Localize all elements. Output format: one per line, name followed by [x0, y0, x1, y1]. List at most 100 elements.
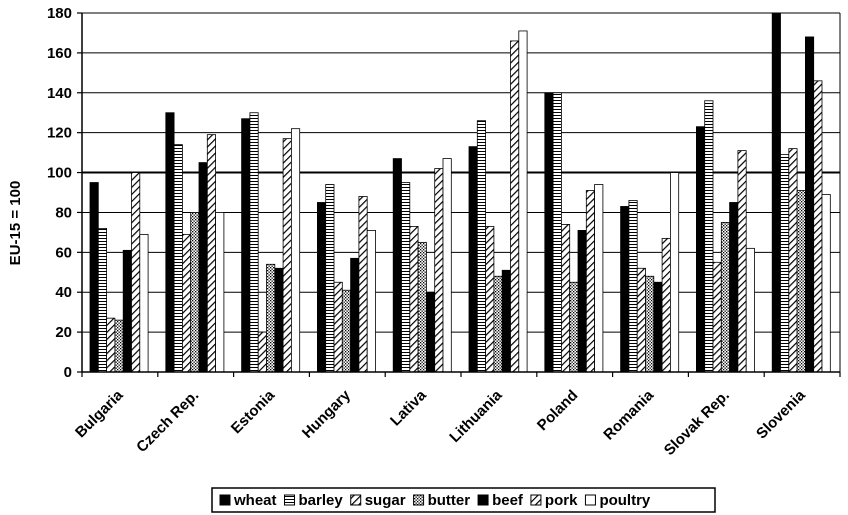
x-tick-label: Bulgaria	[72, 386, 127, 441]
bar-sugar	[333, 281, 343, 373]
y-tick-label: 80	[55, 204, 72, 221]
bar-pork	[434, 168, 444, 373]
bar-poultry	[215, 212, 225, 373]
bar-pork	[585, 190, 595, 373]
axes	[77, 12, 841, 377]
y-tick-label: 20	[55, 324, 72, 341]
bar-pork	[737, 150, 747, 373]
bar-sugar	[485, 226, 495, 373]
bar-sugar	[788, 148, 798, 373]
bar-wheat	[544, 92, 554, 373]
bar-poultry	[442, 158, 452, 373]
y-tick-labels: 0 20 40 60 80 100 120 140 160 180	[47, 5, 72, 381]
bar-butter	[645, 275, 655, 373]
bar-pork	[813, 80, 823, 373]
bar-beef	[805, 36, 815, 373]
bar-wheat	[468, 146, 478, 373]
bar-wheat	[165, 112, 175, 373]
legend-label-wheat: wheat	[233, 492, 277, 509]
bar-wheat	[620, 206, 630, 373]
y-tick-label: 0	[64, 364, 72, 381]
bar-pork	[661, 237, 671, 373]
bar-beef	[198, 162, 208, 373]
bar-poultry	[594, 184, 604, 373]
x-tick-label: Romania	[600, 386, 657, 443]
bar-barley	[704, 100, 714, 373]
bar-barley	[628, 200, 638, 373]
bar-sugar	[409, 226, 419, 373]
y-tick-label: 140	[47, 85, 72, 102]
y-tick-label: 120	[47, 125, 72, 142]
bar-beef	[425, 291, 436, 373]
bar-poultry	[821, 194, 831, 373]
y-tick-label: 180	[47, 5, 72, 22]
x-tick-label: Lativa	[387, 386, 430, 429]
bar-butter	[796, 190, 806, 373]
bar-butter	[417, 241, 427, 373]
y-tick-label: 40	[55, 284, 72, 301]
legend: wheat barley sugar butter beef pork poultry	[211, 487, 716, 513]
x-tick-labels: Bulgaria Czech Rep. Estonia Hungary Lativa Li…	[72, 386, 809, 459]
bar-sugar	[636, 267, 646, 373]
legend-label-poultry: poultry	[599, 492, 650, 509]
bar-beef	[577, 229, 587, 373]
x-tick-label: Estonia	[228, 386, 279, 437]
legend-label-barley: barley	[299, 492, 344, 509]
bar-beef	[274, 267, 284, 373]
bar-butter	[493, 275, 503, 373]
bar-butter	[190, 212, 200, 373]
legend-swatch-wheat	[219, 494, 231, 506]
bar-sugar	[257, 331, 267, 373]
bar-beef	[729, 202, 739, 373]
legend-swatch-poultry	[584, 494, 596, 506]
bar-poultry	[290, 128, 301, 373]
legend-swatch-barley	[284, 494, 296, 506]
bar-barley	[249, 112, 259, 373]
bar-wheat	[316, 202, 327, 373]
bar-barley	[552, 92, 562, 373]
bar-sugar	[712, 261, 722, 373]
bar-butter	[720, 222, 730, 373]
legend-label-beef: beef	[492, 492, 524, 509]
bar-barley	[476, 120, 486, 373]
bar-barley	[173, 144, 183, 373]
bar-pork	[131, 172, 141, 373]
bar-pork	[282, 138, 292, 373]
y-tick-label: 160	[47, 45, 72, 62]
bar-wheat	[771, 12, 781, 373]
legend-swatch-butter	[413, 494, 425, 506]
bar-barley	[780, 154, 790, 373]
legend-swatch-beef	[477, 494, 489, 506]
bar-poultry	[518, 30, 528, 373]
bar-wheat	[241, 118, 251, 373]
x-tick-label: Poland	[534, 387, 581, 434]
bar-barley	[401, 182, 411, 373]
bar-butter	[569, 281, 579, 373]
bar-wheat	[89, 182, 99, 373]
bar-wheat	[392, 158, 402, 373]
x-tick-label: Lithuania	[446, 386, 506, 446]
legend-swatch-sugar	[350, 494, 362, 506]
bar-pork	[358, 196, 368, 373]
bar-beef	[501, 269, 511, 373]
bar-sugar	[181, 233, 192, 373]
y-axis-label: EU-15 = 100	[7, 181, 24, 266]
bar-butter	[114, 319, 124, 373]
bar-poultry	[139, 233, 149, 373]
bar-butter	[341, 289, 351, 373]
legend-box	[211, 487, 716, 513]
x-tick-label: Hungary	[299, 386, 355, 442]
x-tick-label: Slovak Rep.	[661, 387, 733, 459]
bar-sugar	[561, 224, 571, 373]
legend-swatch-pork	[530, 494, 542, 506]
bar-pork	[206, 134, 217, 373]
bar-poultry	[670, 172, 680, 373]
y-tick-label: 60	[55, 244, 72, 261]
bar-barley	[325, 184, 335, 373]
bar-poultry	[745, 247, 755, 373]
bar-beef	[122, 249, 132, 373]
bar-wheat	[696, 126, 706, 373]
x-tick-label: Czech Rep.	[133, 387, 202, 456]
bar-poultry	[366, 229, 376, 373]
